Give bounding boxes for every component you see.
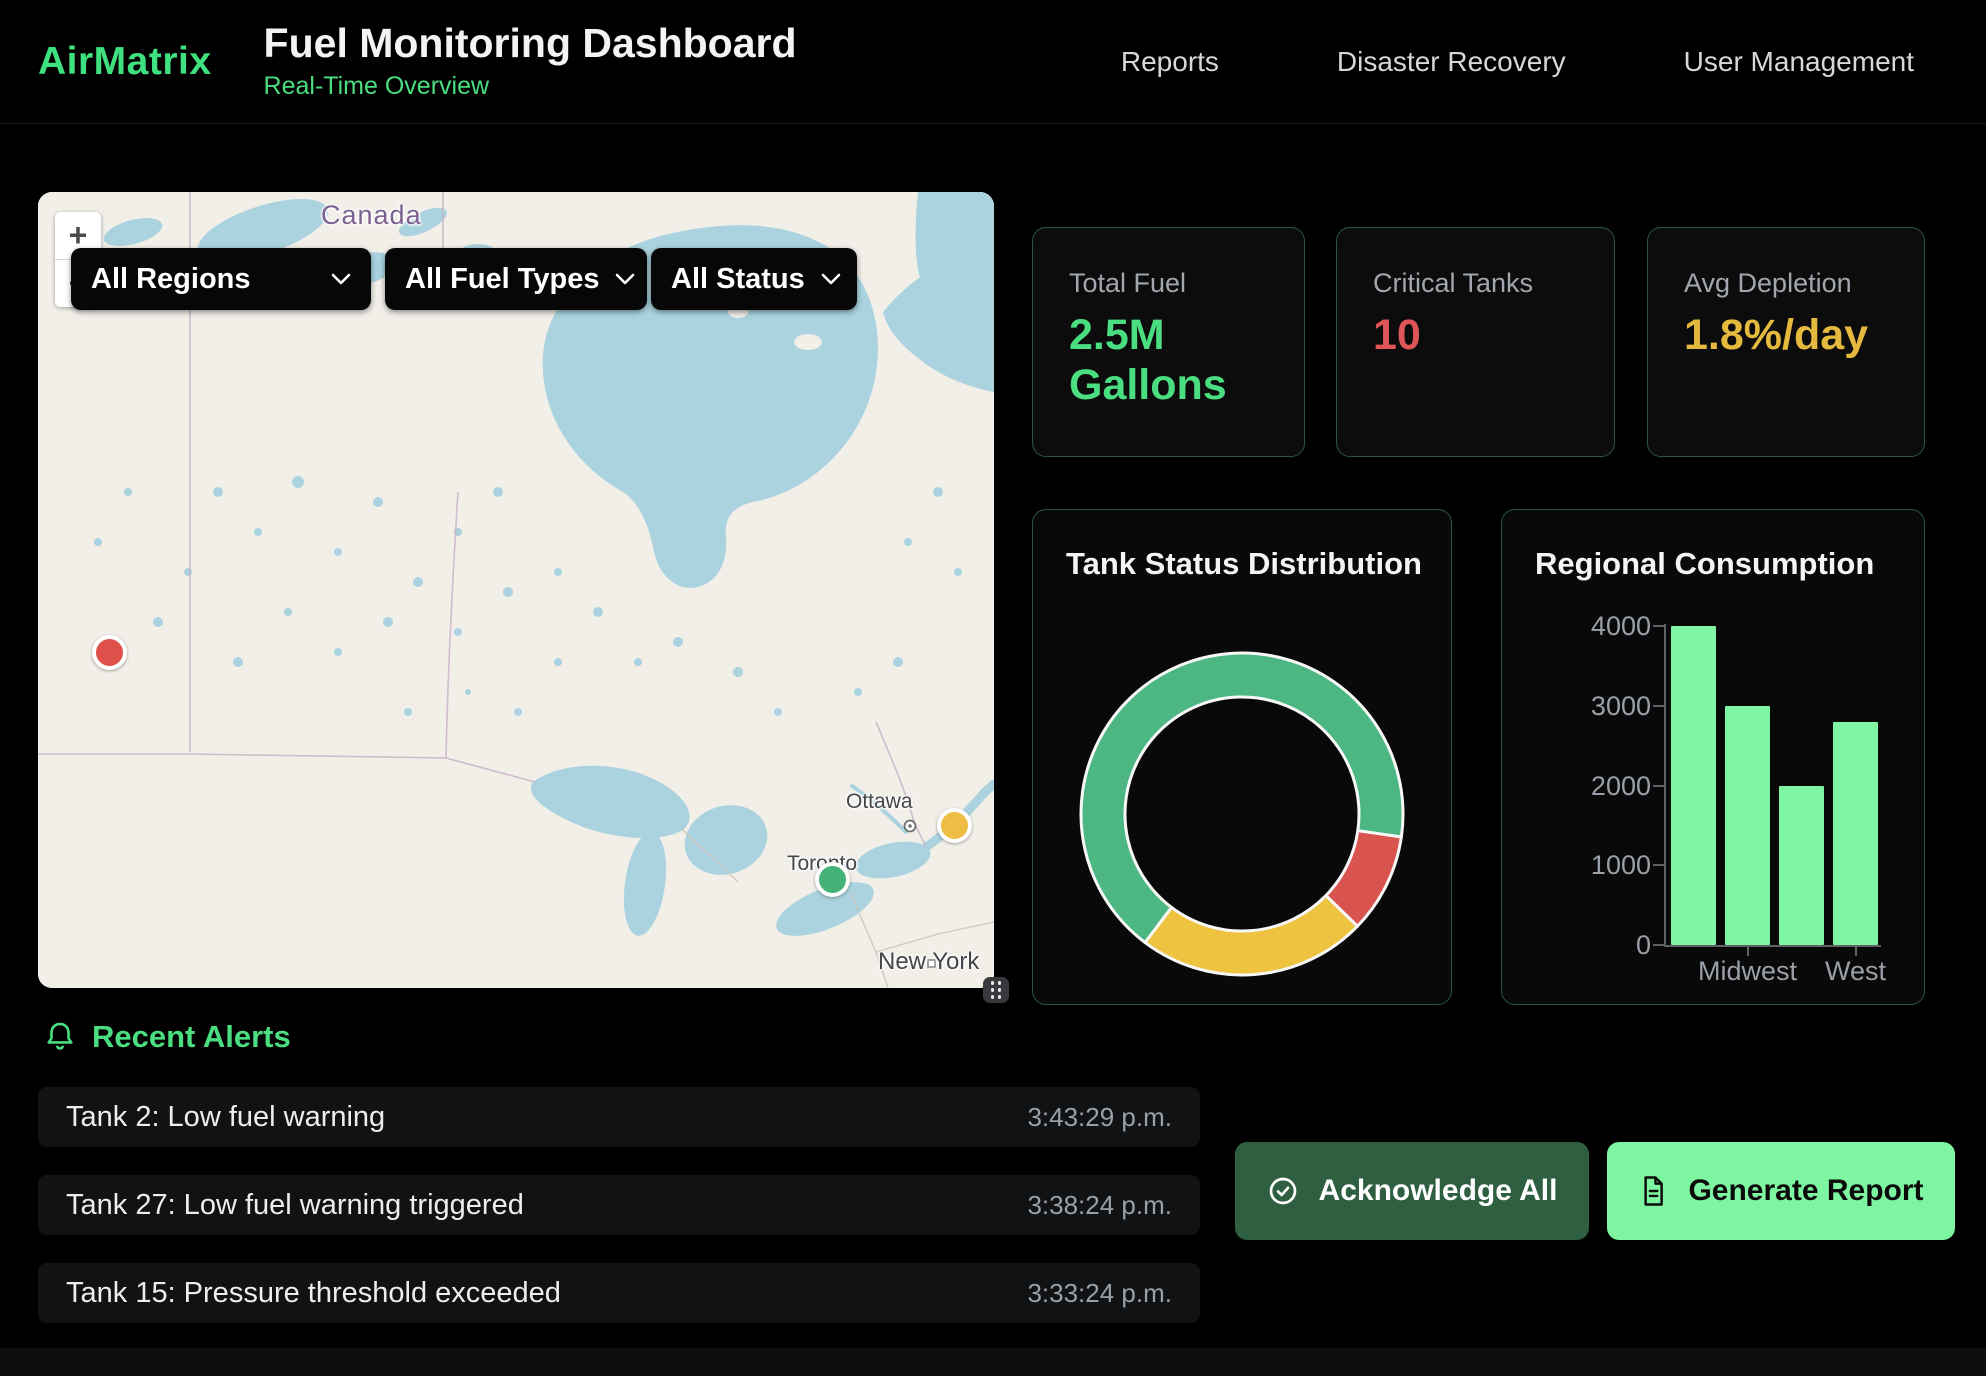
y-tick-label: 4000: [1563, 611, 1651, 642]
alert-message: Tank 15: Pressure threshold exceeded: [66, 1277, 561, 1310]
filter-status-dropdown[interactable]: All Status: [651, 248, 857, 310]
filter-fuel-types-label: All Fuel Types: [405, 263, 599, 296]
map-marker-normal[interactable]: [815, 862, 850, 897]
bar-3: [1833, 722, 1878, 945]
filter-status-label: All Status: [671, 263, 805, 296]
generate-report-label: Generate Report: [1688, 1174, 1923, 1208]
y-tick-mark: [1653, 625, 1664, 627]
regional-consumption-bar-chart: 01000200030004000MidwestWest: [1502, 510, 1926, 1006]
page-subtitle: Real-Time Overview: [264, 72, 797, 101]
map-panel[interactable]: Canada Ottawa Toronto New York + − All R…: [38, 192, 994, 988]
alert-message: Tank 2: Low fuel warning: [66, 1101, 385, 1134]
alert-row: Tank 27: Low fuel warning triggered 3:38…: [38, 1175, 1200, 1235]
stat-value-critical-tanks: 10: [1373, 311, 1563, 361]
stat-label: Total Fuel: [1069, 268, 1268, 299]
y-tick-mark: [1653, 785, 1664, 787]
y-tick-mark: [1653, 705, 1664, 707]
document-icon: [1638, 1175, 1668, 1207]
y-tick-label: 0: [1563, 930, 1651, 961]
screen: AirMatrix Fuel Monitoring Dashboard Real…: [0, 0, 1986, 1376]
stat-card-total-fuel: Total Fuel 2.5M Gallons: [1032, 227, 1305, 457]
stat-label: Avg Depletion: [1684, 268, 1888, 299]
x-tick-mark: [1747, 947, 1749, 956]
bell-icon: [44, 1020, 76, 1054]
chevron-down-icon: [331, 273, 351, 286]
x-tick-label: West: [1786, 956, 1926, 987]
chevron-down-icon: [615, 273, 635, 286]
nav-disaster-recovery[interactable]: Disaster Recovery: [1337, 46, 1566, 78]
stat-value-avg-depletion: 1.8%/day: [1684, 311, 1874, 361]
map-resize-handle[interactable]: [983, 977, 1009, 1003]
x-axis: [1664, 945, 1881, 947]
stat-card-critical-tanks: Critical Tanks 10: [1336, 227, 1615, 457]
tank-status-donut-chart: [1033, 510, 1453, 1006]
map-label-country: Canada: [321, 200, 422, 231]
regional-consumption-card: Regional Consumption 01000200030004000Mi…: [1501, 509, 1925, 1005]
y-tick-label: 3000: [1563, 691, 1651, 722]
alerts-title: Recent Alerts: [92, 1019, 291, 1055]
map-marker-warning[interactable]: [937, 808, 972, 843]
tank-status-card: Tank Status Distribution: [1032, 509, 1452, 1005]
nav-user-management[interactable]: User Management: [1684, 46, 1914, 78]
map-label-ottawa: Ottawa: [846, 790, 913, 814]
stat-card-avg-depletion: Avg Depletion 1.8%/day: [1647, 227, 1925, 457]
filter-regions-dropdown[interactable]: All Regions: [71, 248, 371, 310]
title-block: Fuel Monitoring Dashboard Real-Time Over…: [264, 22, 797, 100]
alert-timestamp: 3:38:24 p.m.: [1027, 1190, 1172, 1221]
filter-regions-label: All Regions: [91, 263, 251, 296]
nav-reports[interactable]: Reports: [1121, 46, 1219, 78]
filter-fuel-types-dropdown[interactable]: All Fuel Types: [385, 248, 647, 310]
brand-logo[interactable]: AirMatrix: [38, 40, 212, 84]
alerts-section: Recent Alerts Tank 2: Low fuel warning 3…: [0, 1005, 1986, 1376]
y-tick-mark: [1653, 864, 1664, 866]
alerts-header: Recent Alerts: [44, 1019, 291, 1055]
y-tick-label: 2000: [1563, 771, 1651, 802]
page-title: Fuel Monitoring Dashboard: [264, 22, 797, 65]
stat-label: Critical Tanks: [1373, 268, 1578, 299]
chevron-down-icon: [821, 273, 841, 286]
alert-row: Tank 2: Low fuel warning 3:43:29 p.m.: [38, 1087, 1200, 1147]
bar-2: [1779, 786, 1824, 946]
bar-0: [1671, 626, 1716, 945]
y-tick-label: 1000: [1563, 850, 1651, 881]
stat-value-total-fuel: 2.5M Gallons: [1069, 311, 1259, 411]
main-nav: Reports Disaster Recovery User Managemen…: [1121, 46, 1914, 78]
bottom-strip: [0, 1348, 1986, 1376]
acknowledge-all-label: Acknowledge All: [1319, 1174, 1558, 1208]
alert-timestamp: 3:33:24 p.m.: [1027, 1278, 1172, 1309]
map-label-newyork: New York: [878, 948, 979, 976]
header: AirMatrix Fuel Monitoring Dashboard Real…: [0, 0, 1986, 124]
map-marker-critical[interactable]: [92, 635, 127, 670]
bar-1: [1725, 706, 1770, 945]
y-axis: [1664, 624, 1666, 947]
alert-timestamp: 3:43:29 p.m.: [1027, 1102, 1172, 1133]
acknowledge-all-button[interactable]: Acknowledge All: [1235, 1142, 1589, 1240]
alert-message: Tank 27: Low fuel warning triggered: [66, 1189, 524, 1222]
check-circle-icon: [1267, 1175, 1299, 1207]
x-tick-mark: [1855, 947, 1857, 956]
alert-row: Tank 15: Pressure threshold exceeded 3:3…: [38, 1263, 1200, 1323]
y-tick-mark: [1653, 944, 1664, 946]
generate-report-button[interactable]: Generate Report: [1607, 1142, 1955, 1240]
donut-segment-warning: [1145, 896, 1357, 975]
